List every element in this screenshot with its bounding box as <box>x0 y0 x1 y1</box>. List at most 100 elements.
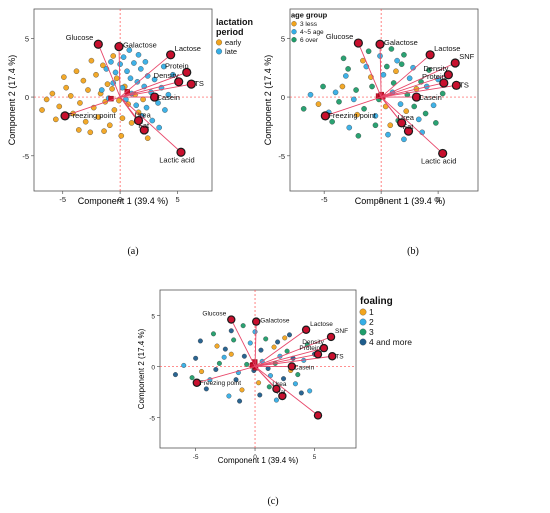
data-point <box>433 120 439 126</box>
data-point <box>189 375 195 381</box>
data-point <box>258 347 264 353</box>
data-point <box>134 79 141 85</box>
variable-point <box>183 69 191 76</box>
data-point <box>124 68 130 75</box>
data-point <box>385 131 391 138</box>
data-point <box>140 96 146 103</box>
legend-swatch <box>359 318 367 326</box>
variable-label: Fat <box>138 121 150 130</box>
legend-title: age group <box>291 11 328 20</box>
variable-label: Freezing point <box>200 380 241 387</box>
panel-caption: (c) <box>267 496 278 507</box>
data-point <box>397 101 404 107</box>
legend-title: period <box>216 27 244 37</box>
legend-label: 3 <box>369 327 374 337</box>
legend-swatch <box>291 37 297 43</box>
data-point <box>292 381 298 387</box>
variable-label: Glucose <box>66 33 94 42</box>
data-point <box>233 377 239 383</box>
variable-label: Freezing point <box>68 111 116 120</box>
data-point <box>126 47 133 53</box>
legend-swatch <box>359 328 367 336</box>
data-point <box>116 97 122 104</box>
data-point <box>354 111 360 118</box>
data-point <box>110 53 117 59</box>
data-point <box>43 96 50 103</box>
variable-label: Lactose <box>434 44 460 53</box>
loading-vector <box>254 321 257 367</box>
x-tick-label: 5 <box>175 195 179 204</box>
loading-vector <box>325 96 382 117</box>
legend-swatch <box>215 39 222 46</box>
variable-label: Casein <box>157 93 180 102</box>
data-point <box>61 74 67 80</box>
data-point <box>353 87 359 93</box>
panel-a: -5 0 5 -5 0 5 Glucose Galactose Lactose ProteinDe… <box>7 8 253 257</box>
x-tick-label: 0 <box>253 454 257 461</box>
data-point <box>298 390 304 396</box>
data-point <box>240 323 246 329</box>
data-point <box>394 57 400 64</box>
variable-label: Protein <box>422 72 446 81</box>
y-tick-label: 0 <box>25 93 29 102</box>
data-point <box>237 398 243 404</box>
loading-vector <box>254 336 332 367</box>
variable-point <box>94 40 102 48</box>
variable-point <box>253 318 260 325</box>
y-tick-label: -5 <box>278 152 285 161</box>
data-point <box>108 59 114 65</box>
data-point <box>181 362 187 368</box>
legend-label: early <box>225 38 242 47</box>
data-point <box>284 348 290 354</box>
loading-vector <box>380 96 403 124</box>
variable-point <box>228 316 235 323</box>
loading-vector <box>64 96 121 117</box>
data-point <box>135 52 142 58</box>
x-tick-label: -5 <box>59 195 66 204</box>
data-point <box>228 351 234 357</box>
data-point <box>113 75 120 82</box>
x-axis-label: Component 1 (39.4 %) <box>218 456 299 465</box>
variable-label: Protein <box>299 345 320 352</box>
panel-caption: (a) <box>127 246 138 257</box>
y-tick-label: -5 <box>149 415 155 422</box>
data-point <box>128 120 135 126</box>
data-point <box>222 346 228 352</box>
data-point <box>372 113 379 119</box>
data-point <box>210 331 216 337</box>
legend-swatch <box>215 48 222 55</box>
legend-title: lactation <box>216 17 253 27</box>
variable-label: Glucose <box>326 32 354 41</box>
variable-label: Lactic acid <box>421 156 456 165</box>
x-tick-label: -5 <box>193 454 199 461</box>
data-point <box>151 76 158 83</box>
variable-point <box>314 351 321 358</box>
data-point <box>193 355 199 361</box>
data-point <box>172 372 178 378</box>
variable-point <box>303 326 310 333</box>
data-point <box>388 46 395 52</box>
data-point <box>101 128 107 134</box>
variable-label: Galactose <box>123 41 157 50</box>
data-point <box>56 103 63 110</box>
legend-swatch <box>359 308 367 316</box>
data-point <box>295 372 301 378</box>
variable-point <box>314 412 321 419</box>
variable-point <box>135 117 142 124</box>
loading-vector <box>119 96 139 121</box>
data-point <box>300 106 307 112</box>
legend-label: 6 over <box>300 37 319 44</box>
legend-label: 4~5 age <box>300 29 324 36</box>
data-point <box>244 361 250 367</box>
loading-vector <box>380 96 443 154</box>
data-point <box>73 68 80 75</box>
data-point <box>403 108 409 114</box>
variable-point <box>175 78 183 86</box>
variable-point <box>115 43 123 50</box>
variable-label: Urea <box>272 381 286 388</box>
y-tick-label: 5 <box>151 313 155 320</box>
data-point <box>88 57 95 64</box>
